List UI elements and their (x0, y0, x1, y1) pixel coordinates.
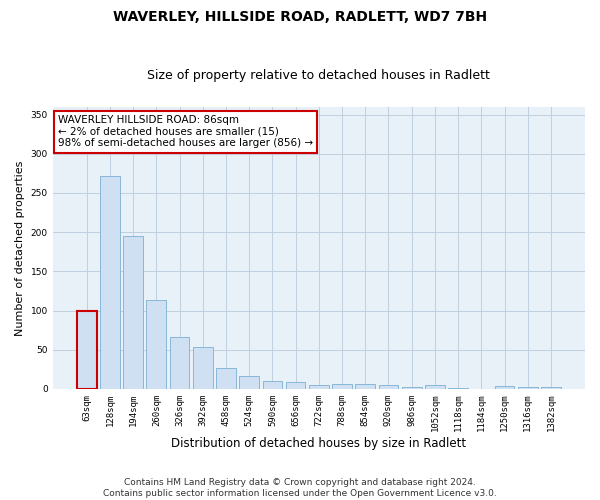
Bar (216, 368, 236, 389)
Bar (193, 348, 212, 389)
Text: WAVERLEY, HILLSIDE ROAD, RADLETT, WD7 7BH: WAVERLEY, HILLSIDE ROAD, RADLETT, WD7 7B… (113, 10, 487, 24)
Bar (518, 386, 538, 389)
Bar (309, 385, 329, 389)
Text: WAVERLEY HILLSIDE ROAD: 86sqm
← 2% of detached houses are smaller (15)
98% of se: WAVERLEY HILLSIDE ROAD: 86sqm ← 2% of de… (58, 115, 313, 148)
Bar (448, 388, 468, 389)
Text: Contains HM Land Registry data © Crown copyright and database right 2024.
Contai: Contains HM Land Registry data © Crown c… (103, 478, 497, 498)
Bar (541, 388, 561, 389)
Bar (286, 382, 305, 389)
Bar (425, 385, 445, 389)
Bar (239, 376, 259, 389)
X-axis label: Distribution of detached houses by size in Radlett: Distribution of detached houses by size … (171, 437, 466, 450)
Bar (494, 386, 514, 389)
Bar (263, 381, 282, 389)
Bar (146, 300, 166, 389)
Bar (123, 236, 143, 389)
Bar (100, 176, 120, 389)
Title: Size of property relative to detached houses in Radlett: Size of property relative to detached ho… (148, 69, 490, 82)
Bar (170, 337, 190, 389)
Bar (77, 310, 97, 389)
Bar (355, 384, 375, 389)
Y-axis label: Number of detached properties: Number of detached properties (15, 160, 25, 336)
Bar (332, 384, 352, 389)
Bar (402, 388, 422, 389)
Bar (379, 385, 398, 389)
